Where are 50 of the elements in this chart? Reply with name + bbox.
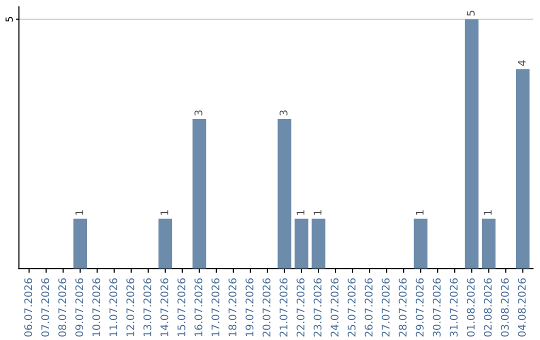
x-tick-label: 23.07.2026 bbox=[314, 278, 322, 337]
bar bbox=[414, 218, 428, 269]
bar bbox=[464, 19, 479, 269]
x-tick-label: 09.07.2026 bbox=[75, 278, 84, 337]
data-label: 3 bbox=[194, 110, 202, 116]
bar bbox=[192, 119, 206, 269]
bar bbox=[278, 119, 292, 269]
x-tick-label: 26.07.2026 bbox=[364, 278, 373, 337]
x-tick-label: 25.07.2026 bbox=[348, 278, 356, 337]
x-tick-label: 31.07.2026 bbox=[450, 278, 458, 336]
x-tick-label: 16.07.2026 bbox=[194, 278, 202, 336]
x-tick-label: 29.07.2026 bbox=[416, 278, 424, 337]
data-label: 4 bbox=[518, 60, 526, 66]
data-label: 1 bbox=[416, 210, 424, 215]
x-tick-label: 18.07.2026 bbox=[228, 278, 236, 336]
x-tick-label: 11.07.2026 bbox=[109, 278, 118, 336]
bar bbox=[158, 218, 172, 269]
x-tick-label: 12.07.2026 bbox=[126, 278, 134, 336]
x-tick-label: 22.07.2026 bbox=[296, 278, 304, 337]
x-tick-label: 24.07.2026 bbox=[330, 278, 339, 337]
x-tick-label: 07.07.2026 bbox=[41, 278, 50, 337]
x-tick-label: 17.07.2026 bbox=[212, 278, 220, 336]
data-label: 3 bbox=[280, 110, 288, 116]
data-label: 5 bbox=[466, 10, 475, 16]
x-tick-label: 10.07.2026 bbox=[92, 278, 100, 336]
data-label: 1 bbox=[314, 210, 322, 215]
x-tick-label: 20.07.2026 bbox=[262, 278, 270, 337]
x-tick-label: 02.08.2026 bbox=[484, 278, 492, 337]
bar bbox=[73, 218, 87, 269]
bar bbox=[294, 218, 308, 269]
x-tick-label: 14.07.2026 bbox=[160, 278, 168, 336]
bar bbox=[516, 69, 530, 269]
x-tick-label: 21.07.2026 bbox=[280, 278, 288, 337]
x-tick-label: 06.07.2026 bbox=[24, 278, 32, 337]
bar bbox=[312, 218, 326, 269]
x-tick-label: 08.07.2026 bbox=[58, 278, 66, 337]
data-label: 1 bbox=[484, 210, 492, 215]
x-tick-label: 04.08.2026 bbox=[518, 278, 526, 337]
data-label: 1 bbox=[296, 210, 304, 215]
data-label: 1 bbox=[160, 210, 168, 215]
x-tick-label: 03.08.2026 bbox=[500, 278, 509, 337]
x-tick-label: 19.07.2026 bbox=[246, 278, 254, 336]
data-label: 1 bbox=[75, 210, 84, 215]
x-tick-label: 13.07.2026 bbox=[143, 278, 152, 336]
bar bbox=[482, 218, 496, 269]
x-tick-label: 15.07.2026 bbox=[177, 278, 186, 336]
x-tick-label: 28.07.2026 bbox=[398, 278, 407, 337]
x-tick-label: 01.08.2026 bbox=[466, 278, 475, 337]
x-tick-label: 30.07.2026 bbox=[432, 278, 441, 336]
x-tick-label: 27.07.2026 bbox=[382, 278, 390, 337]
